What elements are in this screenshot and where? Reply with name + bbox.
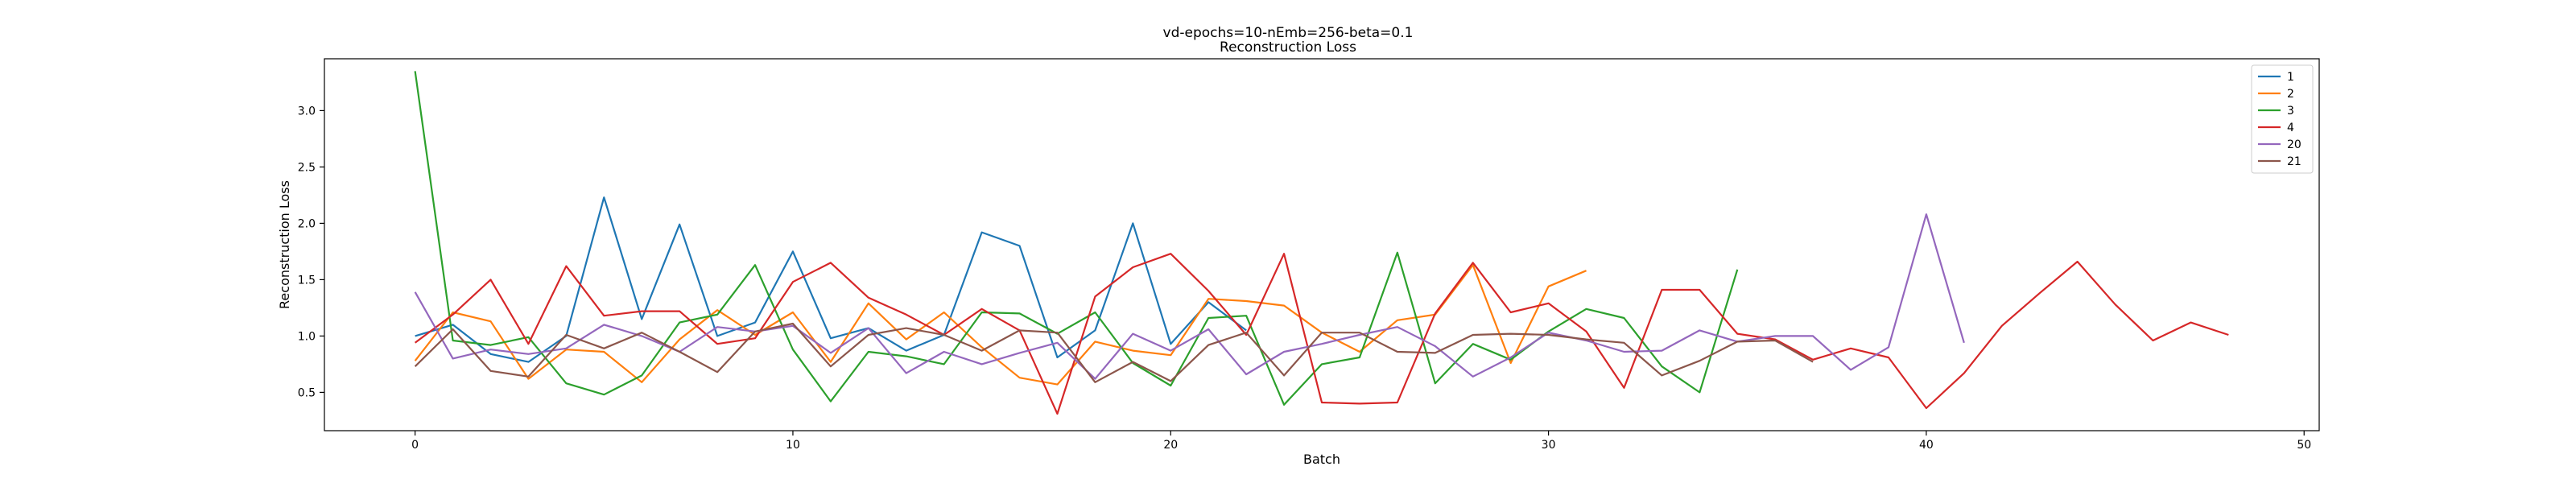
x-tick-label: 30 — [1542, 439, 1556, 452]
series-line-2 — [414, 264, 1587, 386]
chart-subtitle: Reconstruction Loss — [1220, 39, 1356, 56]
legend-label-20: 20 — [2287, 138, 2301, 151]
y-axis-label: Reconstruction Loss — [277, 180, 292, 309]
y-tick-label: 2.5 — [298, 161, 316, 174]
x-axis-label: Batch — [1303, 452, 1340, 467]
x-tick-label: 40 — [1919, 439, 1934, 452]
legend-box — [2251, 64, 2314, 174]
series-line-1 — [415, 196, 1247, 363]
x-tick-label: 0 — [411, 439, 419, 452]
x-tick-label: 20 — [1163, 439, 1178, 452]
legend-label-2: 2 — [2287, 88, 2294, 101]
legend-label-1: 1 — [2287, 71, 2294, 84]
x-tick-label: 50 — [2297, 439, 2311, 452]
y-tick-label: 0.5 — [298, 386, 316, 399]
legend: 1 2 3 4 20 21 — [2251, 64, 2314, 174]
series-lines — [414, 71, 2229, 415]
chart-title: vd-epochs=10-nEmb=256-beta=0.1 — [1163, 25, 1414, 41]
series-line-21 — [414, 322, 1814, 383]
series-line-4 — [414, 253, 2229, 415]
x-tick-label: 10 — [786, 439, 800, 452]
legend-label-21: 21 — [2287, 155, 2301, 168]
x-axis-ticks: 0 10 20 30 40 50 — [411, 431, 2311, 452]
y-axis-ticks: 0.5 1.0 1.5 2.0 2.5 3.0 — [298, 105, 324, 399]
legend-label-4: 4 — [2287, 122, 2294, 134]
y-tick-label: 3.0 — [298, 105, 316, 118]
plot-area-frame — [324, 58, 2320, 431]
y-tick-label: 2.0 — [298, 217, 316, 230]
legend-label-3: 3 — [2287, 105, 2294, 118]
series-line-3 — [414, 71, 1739, 406]
y-tick-label: 1.5 — [298, 274, 316, 287]
y-tick-label: 1.0 — [298, 330, 316, 343]
